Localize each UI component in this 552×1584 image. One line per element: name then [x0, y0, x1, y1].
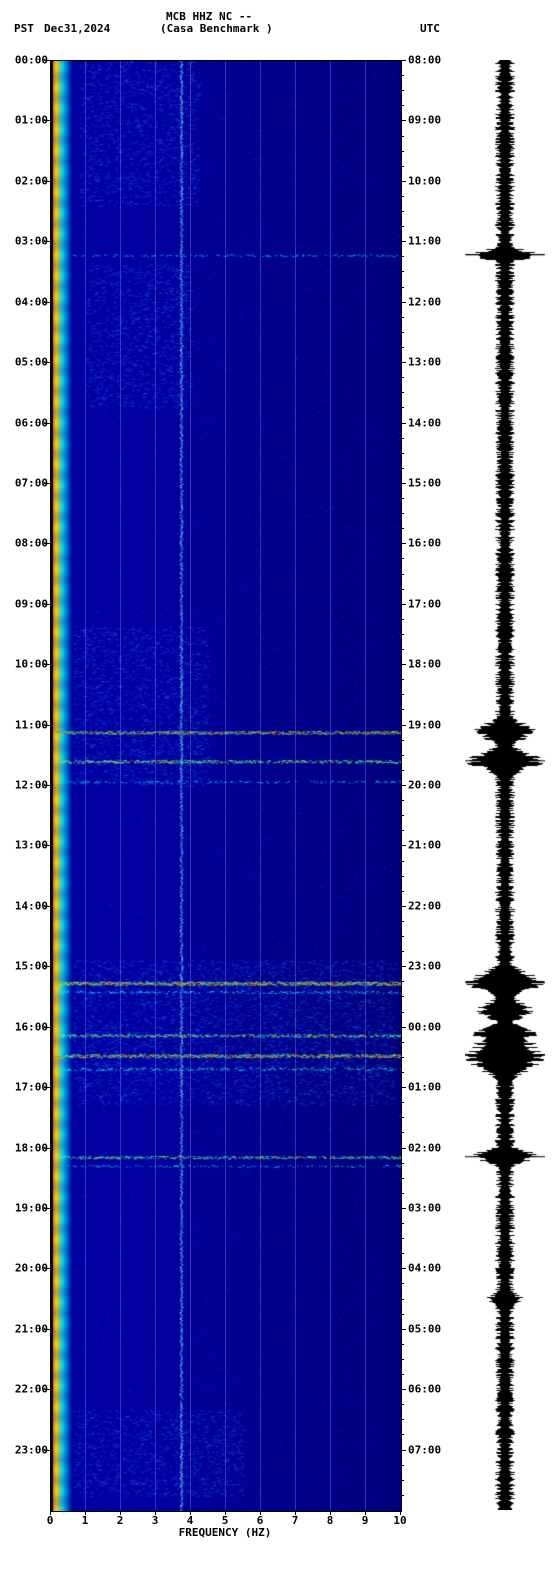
utc-hour-label: 02:00 — [408, 1141, 441, 1154]
left-timezone: PST — [14, 22, 34, 35]
utc-hour-label: 15:00 — [408, 476, 441, 489]
freq-tick-label: 7 — [292, 1514, 299, 1527]
utc-hour-label: 10:00 — [408, 174, 441, 187]
freq-tick-label: 3 — [152, 1514, 159, 1527]
freq-tick-label: 9 — [362, 1514, 369, 1527]
freq-tick-label: 4 — [187, 1514, 194, 1527]
utc-hour-label: 04:00 — [408, 1262, 441, 1275]
utc-hour-label: 09:00 — [408, 114, 441, 127]
waveform-canvas — [465, 60, 545, 1510]
utc-hour-label: 01:00 — [408, 1081, 441, 1094]
date-label: Dec31,2024 — [44, 22, 110, 35]
utc-hour-label: 23:00 — [408, 960, 441, 973]
freq-tick-label: 1 — [82, 1514, 89, 1527]
utc-hour-label: 00:00 — [408, 1020, 441, 1033]
utc-hour-label: 18:00 — [408, 658, 441, 671]
utc-hour-label: 19:00 — [408, 718, 441, 731]
header-block: PST Dec31,2024 MCB HHZ NC -- (Casa Bench… — [0, 6, 552, 54]
x-axis-title: FREQUENCY (HZ) — [179, 1526, 272, 1539]
freq-tick-label: 2 — [117, 1514, 124, 1527]
utc-hour-label: 03:00 — [408, 1201, 441, 1214]
utc-hour-label: 07:00 — [408, 1443, 441, 1456]
utc-hour-label: 21:00 — [408, 839, 441, 852]
spectrogram-canvas — [51, 61, 401, 1511]
utc-hour-label: 05:00 — [408, 1322, 441, 1335]
utc-hour-label: 06:00 — [408, 1383, 441, 1396]
utc-hour-label: 08:00 — [408, 54, 441, 67]
utc-hour-label: 13:00 — [408, 356, 441, 369]
freq-tick-label: 0 — [47, 1514, 54, 1527]
utc-hour-label: 22:00 — [408, 899, 441, 912]
utc-hour-label: 17:00 — [408, 597, 441, 610]
utc-hour-label: 12:00 — [408, 295, 441, 308]
waveform-panel — [465, 60, 545, 1510]
freq-tick-label: 6 — [257, 1514, 264, 1527]
utc-hour-label: 16:00 — [408, 537, 441, 550]
freq-tick-label: 10 — [393, 1514, 406, 1527]
right-timezone: UTC — [420, 22, 440, 35]
utc-hour-label: 11:00 — [408, 235, 441, 248]
station-name: (Casa Benchmark ) — [160, 22, 273, 35]
spectrogram-panel — [50, 60, 402, 1512]
utc-hour-label: 20:00 — [408, 779, 441, 792]
freq-tick-label: 5 — [222, 1514, 229, 1527]
freq-tick-label: 8 — [327, 1514, 334, 1527]
utc-hour-label: 14:00 — [408, 416, 441, 429]
